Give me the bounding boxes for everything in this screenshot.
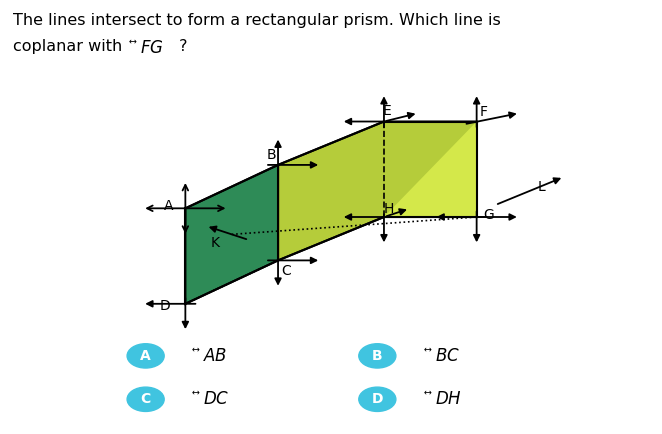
Polygon shape xyxy=(278,122,477,260)
Text: L: L xyxy=(538,180,545,194)
Text: B: B xyxy=(372,349,383,363)
Circle shape xyxy=(127,344,164,368)
Text: ?: ? xyxy=(174,39,187,54)
Text: F: F xyxy=(479,105,487,119)
Text: The lines intersect to form a rectangular prism. Which line is: The lines intersect to form a rectangula… xyxy=(13,13,501,28)
Text: coplanar with: coplanar with xyxy=(13,39,128,54)
Text: C: C xyxy=(140,392,151,406)
Polygon shape xyxy=(384,122,477,217)
Text: K: K xyxy=(211,236,220,250)
Text: H: H xyxy=(384,202,395,216)
Circle shape xyxy=(359,387,396,411)
Text: $\overleftrightarrow{AB}$: $\overleftrightarrow{AB}$ xyxy=(192,347,227,365)
Polygon shape xyxy=(185,165,278,304)
Text: E: E xyxy=(383,104,392,118)
Text: A: A xyxy=(140,349,151,363)
Text: G: G xyxy=(483,208,494,222)
Circle shape xyxy=(359,344,396,368)
Text: B: B xyxy=(267,148,276,162)
Text: $\overleftrightarrow{FG}$: $\overleftrightarrow{FG}$ xyxy=(129,39,164,57)
Text: D: D xyxy=(160,299,171,313)
Circle shape xyxy=(127,387,164,411)
Text: $\overleftrightarrow{DC}$: $\overleftrightarrow{DC}$ xyxy=(192,390,229,408)
Text: A: A xyxy=(164,199,173,213)
Text: C: C xyxy=(281,264,291,278)
Text: D: D xyxy=(371,392,383,406)
Text: $\overleftrightarrow{DH}$: $\overleftrightarrow{DH}$ xyxy=(424,390,461,408)
Text: $\overleftrightarrow{BC}$: $\overleftrightarrow{BC}$ xyxy=(424,347,459,365)
